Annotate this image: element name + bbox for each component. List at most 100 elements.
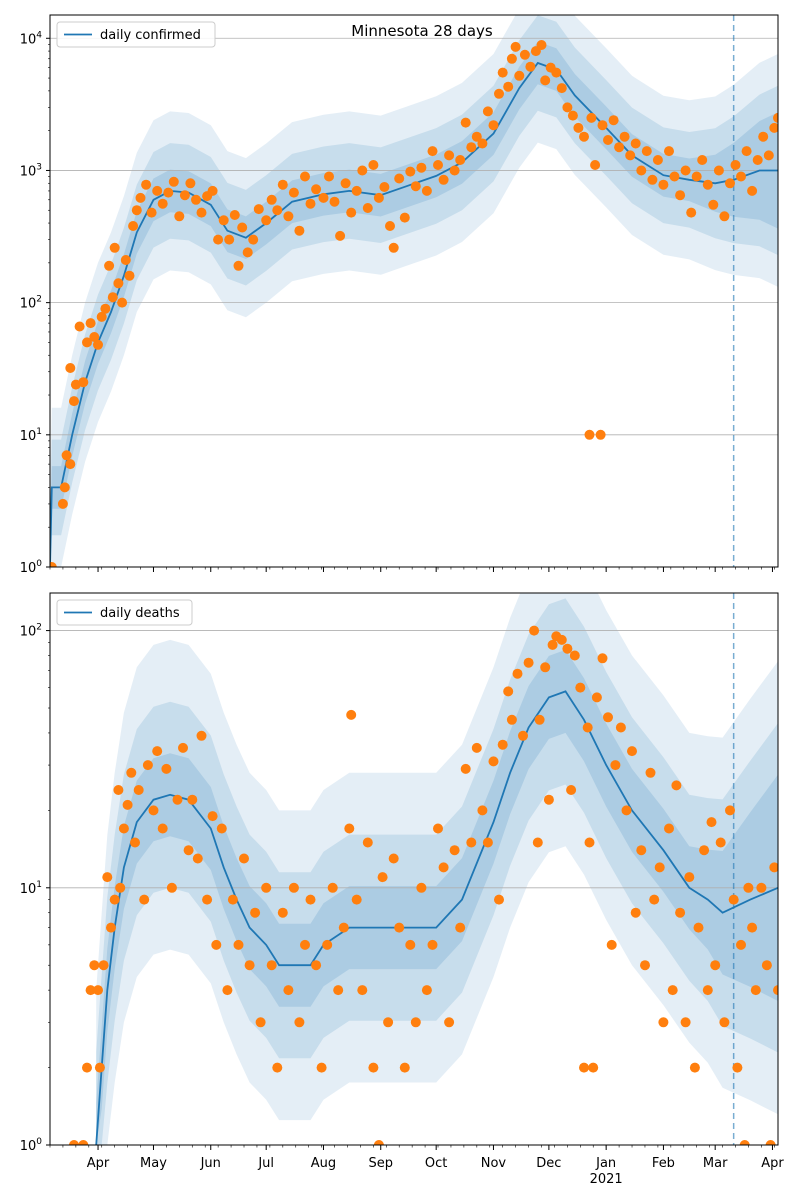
data-point xyxy=(122,799,133,810)
data-point xyxy=(603,712,613,723)
data-point xyxy=(444,150,455,161)
data-point xyxy=(640,960,650,971)
data-point xyxy=(750,985,761,996)
data-point xyxy=(455,922,466,933)
x-tick-label: Dec xyxy=(536,1156,561,1171)
data-point xyxy=(344,823,355,834)
data-point xyxy=(179,190,190,201)
data-point xyxy=(421,985,432,996)
data-point xyxy=(728,894,739,905)
data-point xyxy=(218,215,229,226)
data-point xyxy=(294,225,305,236)
data-point xyxy=(305,198,316,209)
data-point xyxy=(503,81,514,92)
data-point xyxy=(416,162,427,173)
data-point xyxy=(506,53,517,64)
data-point xyxy=(148,805,159,816)
data-point xyxy=(161,763,172,774)
data-point xyxy=(752,155,763,165)
data-point xyxy=(543,794,554,805)
data-point xyxy=(311,960,322,971)
data-point xyxy=(102,872,113,883)
data-point xyxy=(664,823,674,834)
data-point xyxy=(106,922,116,933)
data-point xyxy=(373,192,384,203)
x-tick-label: Oct xyxy=(425,1156,447,1171)
data-point xyxy=(196,207,207,218)
data-point xyxy=(318,192,329,203)
data-point xyxy=(702,179,713,190)
data-point xyxy=(582,722,593,733)
data-point xyxy=(346,709,357,720)
data-point xyxy=(747,922,758,933)
data-point xyxy=(608,115,619,126)
data-point xyxy=(152,185,163,196)
data-point xyxy=(597,120,608,131)
data-point xyxy=(416,882,427,893)
data-point xyxy=(566,785,577,795)
data-point xyxy=(743,882,754,893)
data-point xyxy=(109,242,120,253)
data-point xyxy=(362,837,373,848)
data-point xyxy=(591,692,602,703)
data-point xyxy=(272,205,283,216)
data-point xyxy=(713,165,724,176)
data-point xyxy=(715,837,726,848)
data-point xyxy=(394,922,405,933)
data-point xyxy=(699,845,710,856)
data-point xyxy=(120,255,131,265)
data-point xyxy=(556,83,567,94)
data-point xyxy=(346,207,357,218)
data-point xyxy=(697,155,708,165)
data-point xyxy=(163,187,174,198)
data-point xyxy=(130,837,140,848)
data-point xyxy=(174,211,185,222)
data-point xyxy=(691,171,702,182)
x-tick-label: Feb xyxy=(652,1156,675,1171)
data-point xyxy=(627,746,637,757)
data-point xyxy=(131,205,142,216)
data-point xyxy=(82,1062,92,1073)
data-point xyxy=(482,837,493,848)
data-point xyxy=(139,894,150,905)
data-point xyxy=(368,160,379,170)
data-point xyxy=(693,922,704,933)
data-point xyxy=(229,210,240,220)
data-point xyxy=(647,174,658,185)
data-point xyxy=(584,837,595,848)
data-point xyxy=(128,221,139,231)
data-point xyxy=(50,562,57,567)
data-point xyxy=(82,337,92,348)
data-point xyxy=(684,872,695,883)
data-point xyxy=(141,179,152,190)
data-point xyxy=(211,939,222,950)
data-point xyxy=(621,805,632,816)
data-point xyxy=(242,247,253,258)
data-point xyxy=(146,207,157,218)
data-point xyxy=(773,985,778,996)
data-point xyxy=(224,234,235,245)
data-point xyxy=(113,785,124,795)
confidence-band-0 xyxy=(96,593,778,1145)
data-point xyxy=(573,122,584,133)
data-point xyxy=(736,171,746,182)
data-point xyxy=(85,985,96,996)
data-point xyxy=(488,120,499,131)
data-point xyxy=(547,639,558,650)
data-point xyxy=(630,138,641,149)
data-point xyxy=(675,907,686,918)
data-point xyxy=(645,767,656,778)
data-point xyxy=(523,657,534,668)
legend-label: daily deaths xyxy=(100,606,180,621)
data-point xyxy=(671,780,682,791)
data-point xyxy=(283,211,294,222)
data-point xyxy=(444,1017,455,1028)
data-point xyxy=(126,767,137,778)
data-point xyxy=(187,794,198,805)
y-tick-label: 100 xyxy=(20,1137,43,1154)
data-point xyxy=(277,907,288,918)
data-point xyxy=(172,794,183,805)
data-point xyxy=(438,862,449,873)
y-tick-label: 101 xyxy=(20,880,42,897)
data-point xyxy=(761,960,772,971)
